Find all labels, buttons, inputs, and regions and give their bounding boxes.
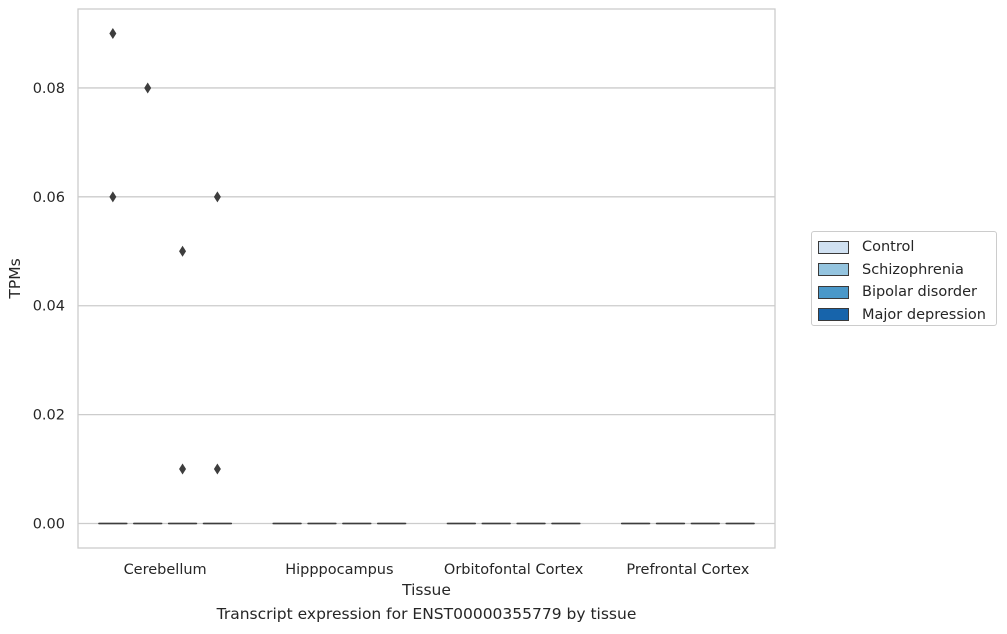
- y-tick-label: 0.08: [33, 81, 65, 97]
- chart-caption: Transcript expression for ENST0000035577…: [216, 605, 637, 623]
- plot-area-frame: [77, 8, 776, 549]
- legend-swatch: [818, 308, 849, 322]
- legend-item: Control: [818, 236, 996, 259]
- legend-swatch: [818, 285, 849, 299]
- y-tick-label: 0.02: [33, 408, 65, 424]
- legend-label: Control: [862, 239, 915, 256]
- x-tick-label: Cerebellum: [124, 562, 207, 578]
- outlier-marker: [109, 191, 117, 203]
- legend-swatch: [818, 263, 849, 277]
- legend-swatch: [818, 240, 849, 254]
- outlier-marker: [109, 28, 117, 39]
- x-tick-label: Prefrontal Cortex: [626, 562, 749, 578]
- outlier-marker: [179, 463, 187, 475]
- legend: Control Schizophrenia Bipolar disorder Majo…: [811, 231, 997, 326]
- y-tick-label: 0.06: [33, 190, 65, 206]
- outlier-marker: [213, 463, 221, 475]
- y-axis-label: TPMs: [6, 258, 24, 299]
- x-tick-label: Hipppocampus: [285, 562, 393, 578]
- legend-label: Schizophrenia: [862, 261, 964, 278]
- legend-item: Schizophrenia: [818, 259, 996, 282]
- legend-label: Major depression: [862, 306, 986, 323]
- outlier-points: [109, 28, 221, 475]
- legend-item: Major depression: [818, 304, 996, 327]
- y-tick-label: 0.00: [33, 517, 65, 533]
- x-tick-label: Orbitofontal Cortex: [444, 562, 584, 578]
- y-tick-label: 0.04: [33, 299, 65, 315]
- x-axis-label: Tissue: [401, 581, 451, 599]
- x-tick-labels: Cerebellum Hipppocampus Orbitofontal Corte…: [124, 562, 750, 578]
- outlier-marker: [179, 245, 187, 257]
- y-tick-labels: 0.00 0.02 0.04 0.06 0.08: [33, 81, 65, 533]
- legend-label: Bipolar disorder: [862, 284, 977, 301]
- legend-item: Bipolar disorder: [818, 281, 996, 304]
- outlier-marker: [144, 82, 152, 94]
- outlier-marker: [213, 191, 221, 203]
- grid-lines: [78, 87, 775, 525]
